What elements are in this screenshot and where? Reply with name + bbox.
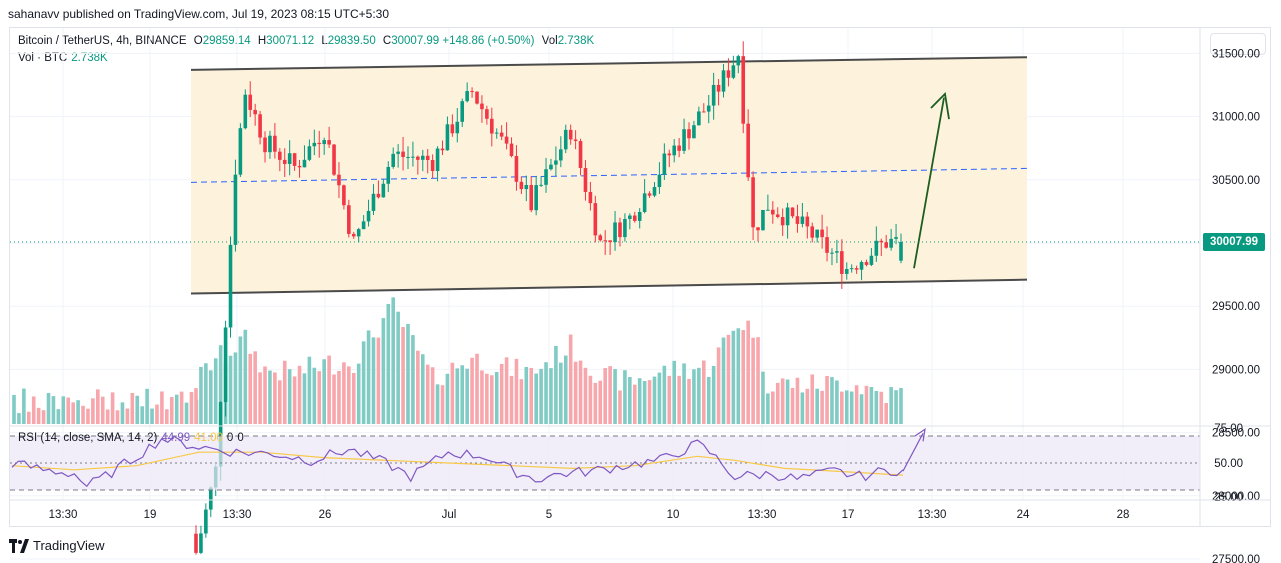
chart-legend: Bitcoin / TetherUS, 4h, BINANCE O29859.1… bbox=[18, 35, 594, 47]
volume-label[interactable]: Vol · BTC bbox=[18, 52, 68, 64]
volume-legend: Vol · BTC 2.738K bbox=[18, 52, 108, 64]
open-label: O bbox=[193, 35, 203, 47]
rsi-legend: RSI (14, close, SMA, 14, 2) 44.99 41.00 0 0 bbox=[18, 432, 244, 444]
rsi-label[interactable]: RSI (14, close, SMA, 14, 2) bbox=[18, 432, 158, 444]
rsi-extra-2: 0 bbox=[237, 432, 244, 444]
rsi-value: 44.99 bbox=[161, 432, 191, 444]
footer-brand: TradingView bbox=[9, 538, 105, 553]
vol-label: Vol bbox=[541, 35, 558, 47]
candle-body bbox=[194, 533, 198, 553]
change-value: +148.86 (+0.50%) bbox=[442, 35, 535, 47]
close-label: C bbox=[382, 35, 392, 47]
symbol-title[interactable]: Bitcoin / TetherUS, 4h, BINANCE bbox=[18, 35, 187, 47]
publisher-note: sahanavv published on TradingView.com, J… bbox=[8, 7, 390, 21]
chart-frame bbox=[9, 27, 1271, 527]
last-price-tag: 30007.99 bbox=[1203, 233, 1265, 251]
high-label: H bbox=[257, 35, 267, 47]
price-tick-label: 27500.00 bbox=[1212, 554, 1260, 563]
volume-value: 2.738K bbox=[71, 52, 108, 64]
low-value: 29839.50 bbox=[327, 35, 376, 47]
candle-body bbox=[199, 533, 203, 553]
close-value: 30007.99 bbox=[391, 35, 440, 47]
open-value: 29859.14 bbox=[202, 35, 251, 47]
high-value: 30071.12 bbox=[266, 35, 315, 47]
footer-brand-text: TradingView bbox=[33, 538, 105, 553]
scale-control-box[interactable] bbox=[1210, 33, 1266, 55]
rsi-sma-value: 41.00 bbox=[194, 432, 223, 444]
rsi-extra-1: 0 bbox=[226, 432, 234, 444]
vol-value: 2.738K bbox=[557, 35, 595, 47]
tradingview-logo-icon bbox=[9, 538, 29, 553]
